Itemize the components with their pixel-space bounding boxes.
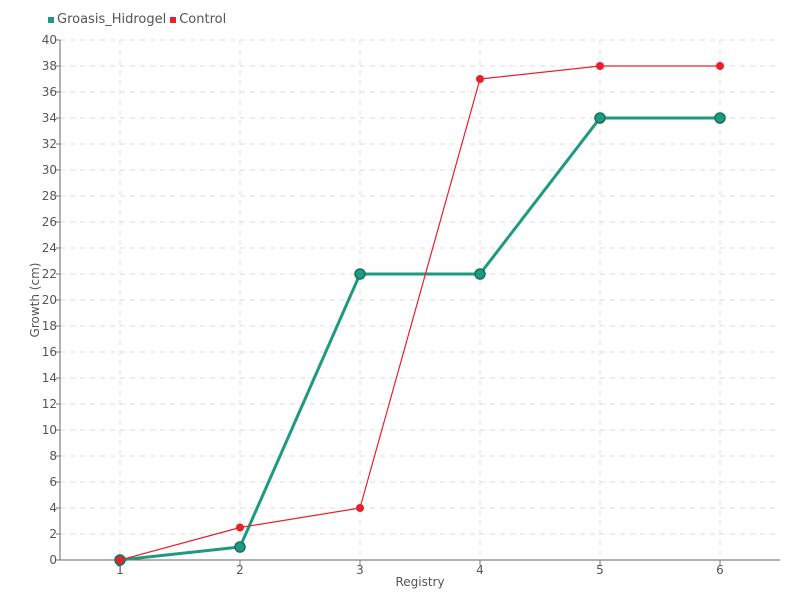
y-tick-label: 16 (42, 345, 57, 359)
y-tick-label: 2 (49, 527, 57, 541)
legend-swatch-groasis (48, 16, 54, 23)
legend-item-groasis[interactable]: Groasis_Hidrogel (48, 12, 166, 27)
x-tick-label: 5 (596, 563, 604, 577)
y-tick-label: 18 (42, 319, 57, 333)
legend-swatch-control (170, 16, 177, 23)
series-line-groasis-hidrogel (119, 116, 720, 562)
y-tick-label: 26 (42, 215, 57, 229)
x-tick-label: 4 (476, 563, 484, 577)
y-tick-label: 10 (42, 423, 57, 437)
y-tick-label: 38 (42, 59, 57, 73)
y-tick-label: 14 (42, 371, 57, 385)
x-tick-label: 3 (356, 563, 364, 577)
legend: Groasis_Hidrogel Control (48, 12, 230, 27)
data-point-groasis-hidrogel[interactable] (234, 541, 246, 553)
x-axis-title: Registry (395, 575, 444, 589)
legend-label-groasis: Groasis_Hidrogel (57, 12, 167, 27)
y-tick-label: 4 (49, 501, 57, 515)
y-tick-label: 22 (42, 267, 57, 281)
series-line-control (119, 65, 720, 561)
y-tick-label: 28 (42, 189, 57, 203)
x-axis-ticks: 1 2 3 4 5 6 (116, 560, 724, 577)
data-point-groasis-hidrogel[interactable] (594, 112, 606, 124)
y-tick-label: 20 (42, 293, 57, 307)
data-point-control[interactable] (596, 62, 604, 70)
y-tick-label: 8 (49, 449, 57, 463)
x-tick-label: 6 (716, 563, 724, 577)
y-tick-label: 32 (42, 137, 57, 151)
legend-item-control[interactable]: Control (170, 12, 226, 27)
data-point-groasis-hidrogel[interactable] (714, 112, 726, 124)
y-tick-label: 30 (42, 163, 57, 177)
data-point-control[interactable] (236, 523, 244, 532)
x-tick-label: 1 (116, 563, 124, 577)
data-point-control[interactable] (716, 62, 724, 70)
y-tick-label: 36 (42, 85, 57, 99)
x-tick-label: 2 (236, 563, 244, 577)
data-point-control[interactable] (356, 504, 364, 512)
data-point-control[interactable] (116, 556, 124, 564)
y-tick-label: 12 (42, 397, 57, 411)
y-axis-title: Growth (cm) (28, 263, 42, 338)
y-tick-label: 40 (42, 33, 57, 47)
y-tick-label: 24 (42, 241, 57, 255)
y-tick-label: 0 (49, 553, 57, 567)
data-point-groasis-hidrogel[interactable] (474, 268, 486, 280)
data-point-groasis-hidrogel[interactable] (354, 268, 366, 280)
legend-label-control: Control (179, 12, 227, 27)
y-tick-label: 6 (49, 475, 57, 489)
series-layer (114, 62, 726, 566)
data-point-control[interactable] (476, 75, 484, 83)
y-tick-label: 34 (42, 111, 57, 125)
